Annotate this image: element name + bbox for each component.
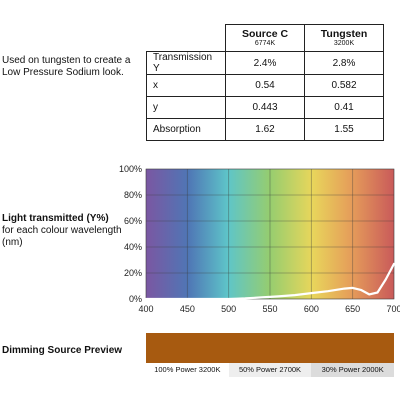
table-row: Absorption 1.62 1.55 bbox=[146, 118, 384, 141]
row-value: 2.8% bbox=[304, 51, 384, 75]
col-name: Tungsten bbox=[320, 28, 368, 40]
col-name: Source C bbox=[241, 28, 289, 40]
x-tick-label: 450 bbox=[180, 304, 195, 314]
x-tick-label: 600 bbox=[304, 304, 319, 314]
col-temp: 3200K bbox=[333, 40, 355, 47]
col-temp: 6774K bbox=[254, 40, 276, 47]
y-tick-label: 0% bbox=[129, 294, 142, 304]
x-tick-label: 400 bbox=[138, 304, 153, 314]
chart-title: Light transmitted (Y%) bbox=[2, 213, 109, 224]
table-row: x 0.54 0.582 bbox=[146, 74, 384, 97]
plot-border bbox=[145, 168, 395, 300]
y-tick-label: 100% bbox=[119, 164, 142, 174]
dimming-swatch bbox=[146, 333, 394, 363]
chart-subtitle: for each colour wavelength (nm) bbox=[2, 225, 122, 248]
row-value: 1.62 bbox=[225, 118, 305, 141]
filter-description: Used on tungsten to create a Low Pressur… bbox=[2, 55, 131, 78]
specs-header-row: Source C 6774K Tungsten 3200K bbox=[147, 24, 384, 52]
dimming-label: 50% Power 2700K bbox=[228, 363, 312, 377]
x-tick-label: 700 bbox=[386, 304, 400, 314]
x-tick-label: 650 bbox=[345, 304, 360, 314]
specs-table: Source C 6774K Tungsten 3200K Transmissi… bbox=[146, 24, 384, 141]
chart-caption: Light transmitted (Y%) for each colour w… bbox=[2, 213, 137, 249]
y-tick-label: 80% bbox=[124, 190, 142, 200]
y-tick-label: 20% bbox=[124, 268, 142, 278]
preview-title: Dimming Source Preview bbox=[2, 345, 123, 356]
table-row: y 0.443 0.41 bbox=[146, 96, 384, 119]
y-tick-label: 40% bbox=[124, 242, 142, 252]
dimming-label: 100% Power 3200K bbox=[146, 363, 229, 377]
col-source-c: Source C 6774K bbox=[225, 24, 305, 52]
table-row: Transmission Y 2.4% 2.8% bbox=[146, 51, 384, 75]
y-tick-label: 60% bbox=[124, 216, 142, 226]
row-value: 2.4% bbox=[225, 51, 305, 75]
x-tick-label: 550 bbox=[262, 304, 277, 314]
dimming-labels: 100% Power 3200K 50% Power 2700K 30% Pow… bbox=[146, 363, 395, 377]
x-tick-label: 500 bbox=[221, 304, 236, 314]
spectrum-gradient bbox=[146, 169, 394, 299]
transmission-line bbox=[144, 262, 396, 301]
row-value: 1.55 bbox=[304, 118, 384, 141]
col-tungsten: Tungsten 3200K bbox=[304, 24, 384, 52]
dimming-label: 30% Power 2000K bbox=[311, 363, 395, 377]
